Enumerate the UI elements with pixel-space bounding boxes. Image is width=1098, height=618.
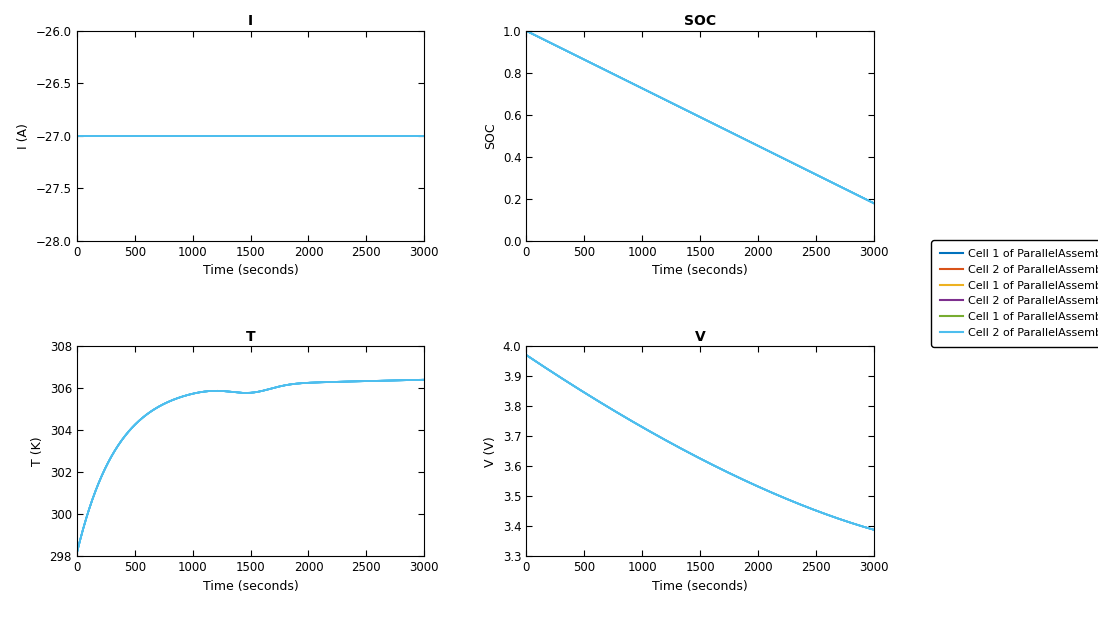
Legend: Cell 1 of ParallelAssembly 1, Cell 2 of ParallelAssembly 1, Cell 1 of ParallelAs: Cell 1 of ParallelAssembly 1, Cell 2 of … [931, 240, 1098, 347]
Title: SOC: SOC [684, 14, 716, 28]
Title: T: T [246, 329, 256, 344]
X-axis label: Time (seconds): Time (seconds) [652, 265, 748, 277]
Y-axis label: SOC: SOC [484, 122, 497, 150]
Title: I: I [248, 14, 254, 28]
Title: V: V [695, 329, 705, 344]
X-axis label: Time (seconds): Time (seconds) [203, 265, 299, 277]
Y-axis label: T (K): T (K) [31, 436, 44, 466]
X-axis label: Time (seconds): Time (seconds) [203, 580, 299, 593]
X-axis label: Time (seconds): Time (seconds) [652, 580, 748, 593]
Y-axis label: V (V): V (V) [484, 436, 497, 467]
Y-axis label: I (A): I (A) [18, 123, 31, 149]
